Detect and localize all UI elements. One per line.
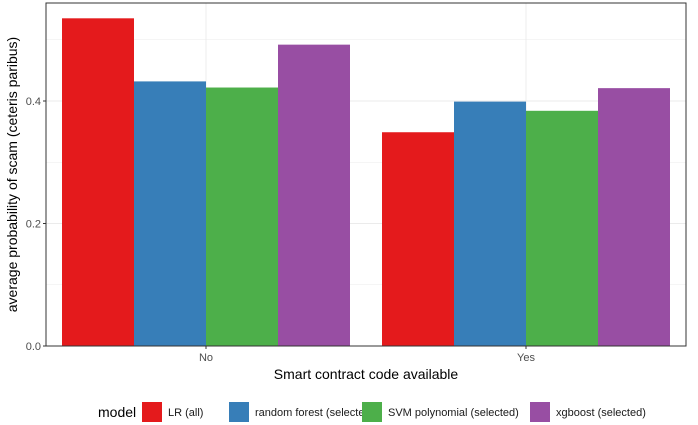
legend-label: xgboost (selected)	[556, 407, 646, 419]
bar	[454, 101, 526, 346]
legend-title: model	[98, 404, 136, 420]
y-tick-label: 0.2	[26, 219, 41, 231]
bar	[134, 81, 206, 347]
y-axis-ticks: 0.0 0.2 0.4	[26, 96, 46, 353]
legend-key	[362, 402, 382, 422]
x-tick-label: No	[199, 352, 213, 364]
x-tick-label: Yes	[517, 352, 535, 364]
x-axis-ticks: No Yes	[199, 346, 535, 364]
legend-key	[142, 402, 162, 422]
bar	[206, 87, 278, 347]
legend: model LR (all) random forest (selected) SV…	[98, 402, 646, 422]
legend-label: LR (all)	[168, 407, 203, 419]
bars	[62, 18, 670, 347]
bar	[62, 18, 134, 346]
bar	[278, 44, 350, 347]
plot-panel-border	[45, 2, 687, 347]
legend-label: SVM polynomial (selected)	[388, 407, 519, 419]
y-axis-title: average probability of scam (ceteris par…	[4, 37, 20, 312]
bar	[526, 110, 598, 346]
legend-label: random forest (selected)	[255, 407, 374, 419]
legend-key	[530, 402, 550, 422]
legend-key	[229, 402, 249, 422]
x-axis-title: Smart contract code available	[274, 366, 459, 382]
y-tick-label: 0.4	[26, 96, 41, 108]
bar	[382, 132, 454, 346]
bar	[598, 88, 670, 346]
y-tick-label: 0.0	[26, 341, 41, 353]
